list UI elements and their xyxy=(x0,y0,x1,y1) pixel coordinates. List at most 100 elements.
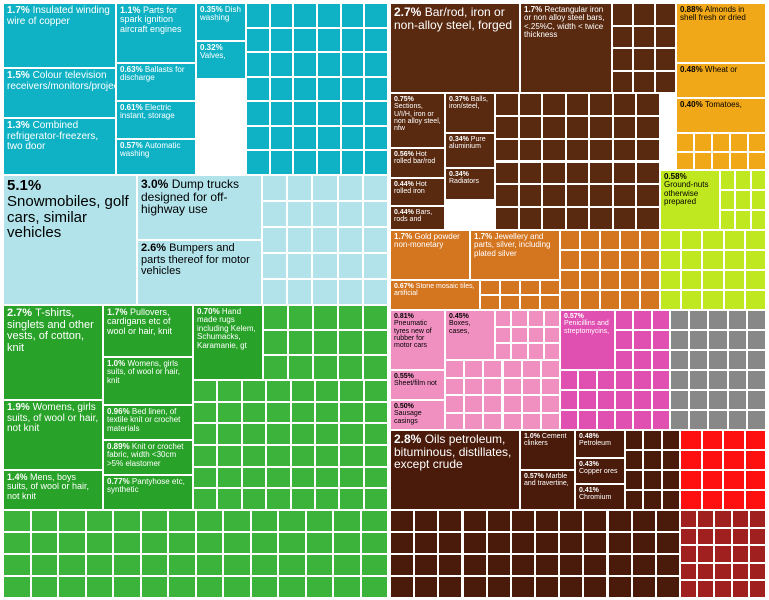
filler-cell xyxy=(680,470,702,490)
filler-cell xyxy=(544,310,560,327)
filler-cell xyxy=(500,295,520,310)
filler-cell xyxy=(735,190,750,210)
filler-cell xyxy=(363,305,388,330)
filler-cell xyxy=(633,71,654,94)
cell-label: Sausage casings xyxy=(394,410,422,424)
cell-ballasts: 0.63% Ballasts for discharge xyxy=(116,63,196,101)
filler-cell xyxy=(266,380,290,402)
filler-cell xyxy=(217,402,241,424)
filler-cell xyxy=(341,150,365,175)
cell-dish-washing: 0.35% Dish washing xyxy=(196,3,246,41)
filler-cell xyxy=(640,250,660,270)
filler-cell xyxy=(640,230,660,250)
filler-cell xyxy=(217,380,241,402)
filler-cell xyxy=(196,510,224,532)
filler-cell xyxy=(291,445,315,467)
filler-cell xyxy=(193,380,217,402)
filler-cell xyxy=(500,280,520,295)
cell-bed-linen: 0.96% Bed linen, of textile knit or croc… xyxy=(103,405,193,440)
filler-cell xyxy=(262,175,287,201)
filler-cell xyxy=(697,510,714,528)
filler-cell xyxy=(464,395,483,413)
cell-label: Wheat or xyxy=(705,65,737,74)
filler-cell xyxy=(519,139,543,162)
filler-cell xyxy=(278,576,306,598)
filler-cell xyxy=(747,350,766,370)
filler-cell xyxy=(615,330,633,350)
filler-cell xyxy=(615,370,633,390)
filler-cell xyxy=(681,290,702,310)
cell-label: Petroleum xyxy=(579,440,611,447)
filler-cell xyxy=(3,554,31,576)
filler-cell xyxy=(694,152,712,171)
filler-cell xyxy=(589,207,613,230)
filler-cell xyxy=(503,378,522,396)
filler-cell xyxy=(242,380,266,402)
filler-cell xyxy=(712,152,730,171)
filler-cell xyxy=(263,305,288,330)
filler-cell xyxy=(751,210,766,230)
filler-cell xyxy=(315,488,339,510)
cell-aluminium: 0.34% Pure aluminium xyxy=(445,133,495,168)
filler-cell xyxy=(597,390,615,410)
filler-cell xyxy=(511,343,527,360)
filler-cell xyxy=(625,430,643,450)
cell-elec-instant: 0.61% Electric instant, storage xyxy=(116,101,196,139)
filler-cell xyxy=(31,576,59,598)
filler-cell xyxy=(193,423,217,445)
filler-cell xyxy=(363,279,388,305)
filler-cell xyxy=(528,310,544,327)
filler-cell xyxy=(608,554,632,576)
filler-cell xyxy=(312,279,337,305)
filler-cell xyxy=(242,467,266,489)
filler-cell xyxy=(681,250,702,270)
filler-cell xyxy=(445,395,464,413)
filler-cell xyxy=(745,250,766,270)
filler-cell xyxy=(363,330,388,355)
filler-cell xyxy=(495,343,511,360)
filler-cell xyxy=(287,279,312,305)
cell-petroleum: 0.48% Petroleum xyxy=(575,430,625,458)
filler-cell xyxy=(542,139,566,162)
filler-cell xyxy=(113,532,141,554)
filler-cell xyxy=(196,532,224,554)
filler-cell xyxy=(306,510,334,532)
cell-label: Radiators xyxy=(449,178,479,185)
filler-cell xyxy=(670,330,689,350)
export-treemap: 1.7% Insulated winding wire of copper1.5… xyxy=(0,0,769,600)
cell-pct: 2.7% xyxy=(7,307,35,319)
filler-cell xyxy=(544,327,560,344)
filler-cell xyxy=(414,510,438,532)
filler-cell xyxy=(652,350,670,370)
cell-bars-rods: 0.44% Bars, rods and xyxy=(390,206,445,230)
filler-cell xyxy=(363,227,388,253)
filler-cell xyxy=(315,467,339,489)
filler-cell xyxy=(633,330,651,350)
filler-cell xyxy=(680,580,697,598)
cell-pct: 1.3% xyxy=(7,120,33,131)
filler-cell xyxy=(287,175,312,201)
filler-cell xyxy=(246,150,270,175)
filler-cell xyxy=(662,430,680,450)
filler-cell xyxy=(168,554,196,576)
filler-cell xyxy=(560,410,578,430)
cell-pct: 0.34% xyxy=(449,136,471,143)
filler-cell xyxy=(291,467,315,489)
cell-pct: 0.40% xyxy=(680,100,705,109)
filler-cell xyxy=(747,410,766,430)
filler-cell xyxy=(223,510,251,532)
filler-cell xyxy=(414,532,438,554)
filler-cell xyxy=(702,490,724,510)
filler-cell xyxy=(640,290,660,310)
filler-cell xyxy=(445,360,464,378)
filler-cell xyxy=(291,488,315,510)
filler-cell xyxy=(113,576,141,598)
filler-cell xyxy=(312,253,337,279)
filler-cell xyxy=(702,470,724,490)
cell-pullovers: 1.7% Pullovers, cardigans etc of wool or… xyxy=(103,305,193,357)
cell-pct: 5.1% xyxy=(7,177,41,194)
cell-label: Sheet/film not xyxy=(394,380,437,387)
filler-cell xyxy=(652,310,670,330)
cell-fridge-freezers: 1.3% Combined refrigerator-freezers, two… xyxy=(3,118,116,175)
filler-cell xyxy=(689,310,708,330)
